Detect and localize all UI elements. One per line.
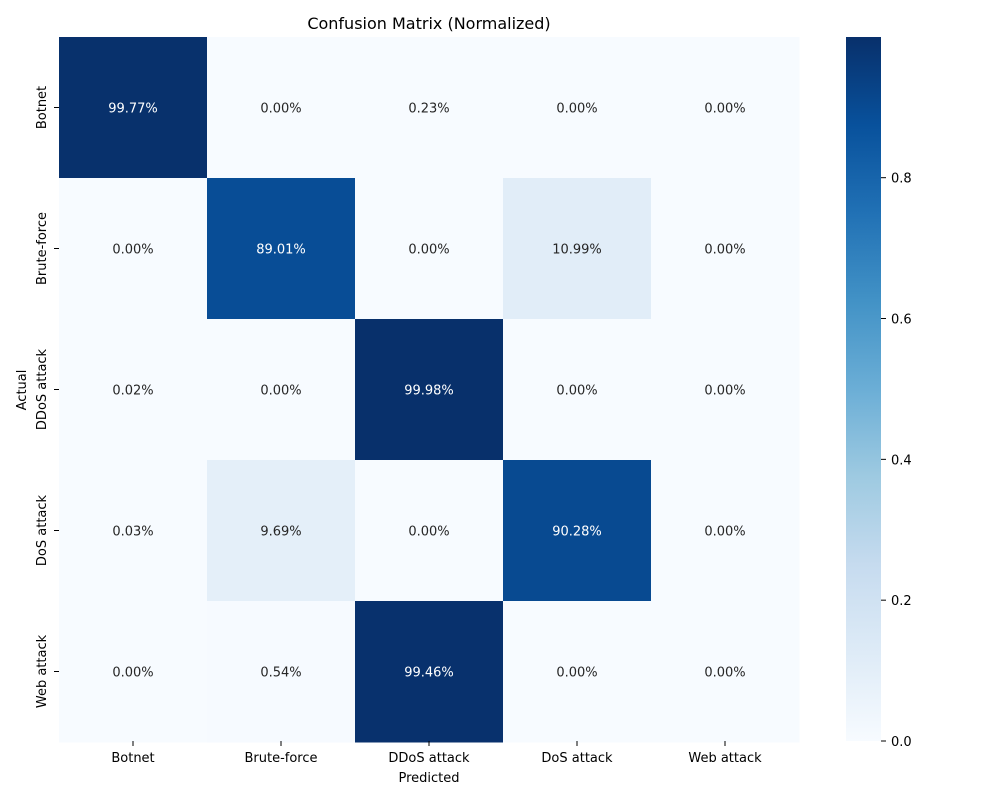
x-tick-label: Web attack <box>688 751 762 766</box>
cell-value-label: 0.00% <box>556 666 597 681</box>
cell-value-label: 0.00% <box>112 666 153 681</box>
cell-value-label: 99.46% <box>404 666 454 681</box>
colorbar-tick-label: 0.0 <box>891 735 912 750</box>
y-axis-label: Actual <box>15 370 30 411</box>
heatmap-cell <box>651 178 800 320</box>
colorbar-tick-label: 0.2 <box>891 594 912 609</box>
heatmap-cell <box>651 460 800 602</box>
cell-value-label: 9.69% <box>260 525 301 540</box>
x-axis-ticks: Botnet Brute-force DDoS attack DoS attack We… <box>111 741 762 766</box>
cell-value-label: 0.00% <box>704 525 745 540</box>
y-tick-label: Botnet <box>35 86 50 129</box>
colorbar-tick-label: 0.6 <box>891 313 912 328</box>
heatmap-cell <box>355 178 504 320</box>
heatmap-cell <box>503 319 652 461</box>
heatmap-cell <box>503 37 652 179</box>
cell-value-label: 90.28% <box>552 525 602 540</box>
cell-value-label: 10.99% <box>552 243 602 258</box>
cell-value-label: 0.00% <box>260 102 301 117</box>
heatmap-cell <box>503 460 652 602</box>
cell-value-label: 99.77% <box>108 102 158 117</box>
heatmap-cell <box>59 319 208 461</box>
cell-value-label: 0.00% <box>112 243 153 258</box>
colorbar <box>846 37 881 741</box>
heatmap-cell <box>59 178 208 320</box>
cell-value-label: 0.54% <box>260 666 301 681</box>
heatmap-cell <box>207 37 356 179</box>
y-tick-label: DDoS attack <box>35 348 50 430</box>
heatmap-cells <box>59 37 800 743</box>
cell-value-label: 0.00% <box>704 384 745 399</box>
cell-value-label: 0.00% <box>704 102 745 117</box>
heatmap-cell <box>651 319 800 461</box>
heatmap-cell <box>59 37 208 179</box>
cell-value-label: 99.98% <box>404 384 454 399</box>
cell-value-label: 0.02% <box>112 384 153 399</box>
y-tick-label: DoS attack <box>35 494 50 566</box>
heatmap-cell <box>355 601 504 743</box>
colorbar-ticks: 0.0 0.2 0.4 0.6 0.8 <box>881 172 912 750</box>
heatmap-cell <box>207 319 356 461</box>
x-tick-label: DoS attack <box>541 751 613 766</box>
cell-value-label: 0.00% <box>260 384 301 399</box>
heatmap-cell <box>651 37 800 179</box>
heatmap-cell <box>355 37 504 179</box>
heatmap-cell <box>59 460 208 602</box>
colorbar-tick-label: 0.8 <box>891 172 912 187</box>
x-tick-label: Brute-force <box>244 751 317 766</box>
heatmap-cell <box>503 601 652 743</box>
y-tick-label: Brute-force <box>35 212 50 285</box>
cell-value-label: 0.00% <box>408 243 449 258</box>
x-tick-label: Botnet <box>111 751 154 766</box>
cell-value-label: 0.00% <box>556 384 597 399</box>
cell-value-label: 89.01% <box>256 243 306 258</box>
heatmap-cell <box>207 601 356 743</box>
y-axis-ticks: Botnet Brute-force DDoS attack DoS attack We… <box>35 86 59 708</box>
cell-value-label: 0.00% <box>704 666 745 681</box>
cell-value-label: 0.03% <box>112 525 153 540</box>
cell-value-label: 0.00% <box>556 102 597 117</box>
heatmap-cell <box>355 460 504 602</box>
cell-value-label: 0.00% <box>704 243 745 258</box>
heatmap-cell-labels: 99.77% 0.00% 0.23% 0.00% 0.00% 0.00% 89.01% 0.0… <box>108 102 745 681</box>
heatmap-cell <box>651 601 800 743</box>
heatmap-cell <box>59 601 208 743</box>
cell-value-label: 0.00% <box>408 525 449 540</box>
colorbar-tick-label: 0.4 <box>891 453 912 468</box>
x-axis-label: Predicted <box>398 771 459 786</box>
heatmap-cell <box>207 178 356 320</box>
heatmap-cell <box>207 460 356 602</box>
cell-value-label: 0.23% <box>408 102 449 117</box>
heatmap-cell <box>503 178 652 320</box>
y-tick-label: Web attack <box>35 634 50 708</box>
x-tick-label: DDoS attack <box>388 751 470 766</box>
heatmap-cell <box>355 319 504 461</box>
chart-title: Confusion Matrix (Normalized) <box>307 14 550 33</box>
